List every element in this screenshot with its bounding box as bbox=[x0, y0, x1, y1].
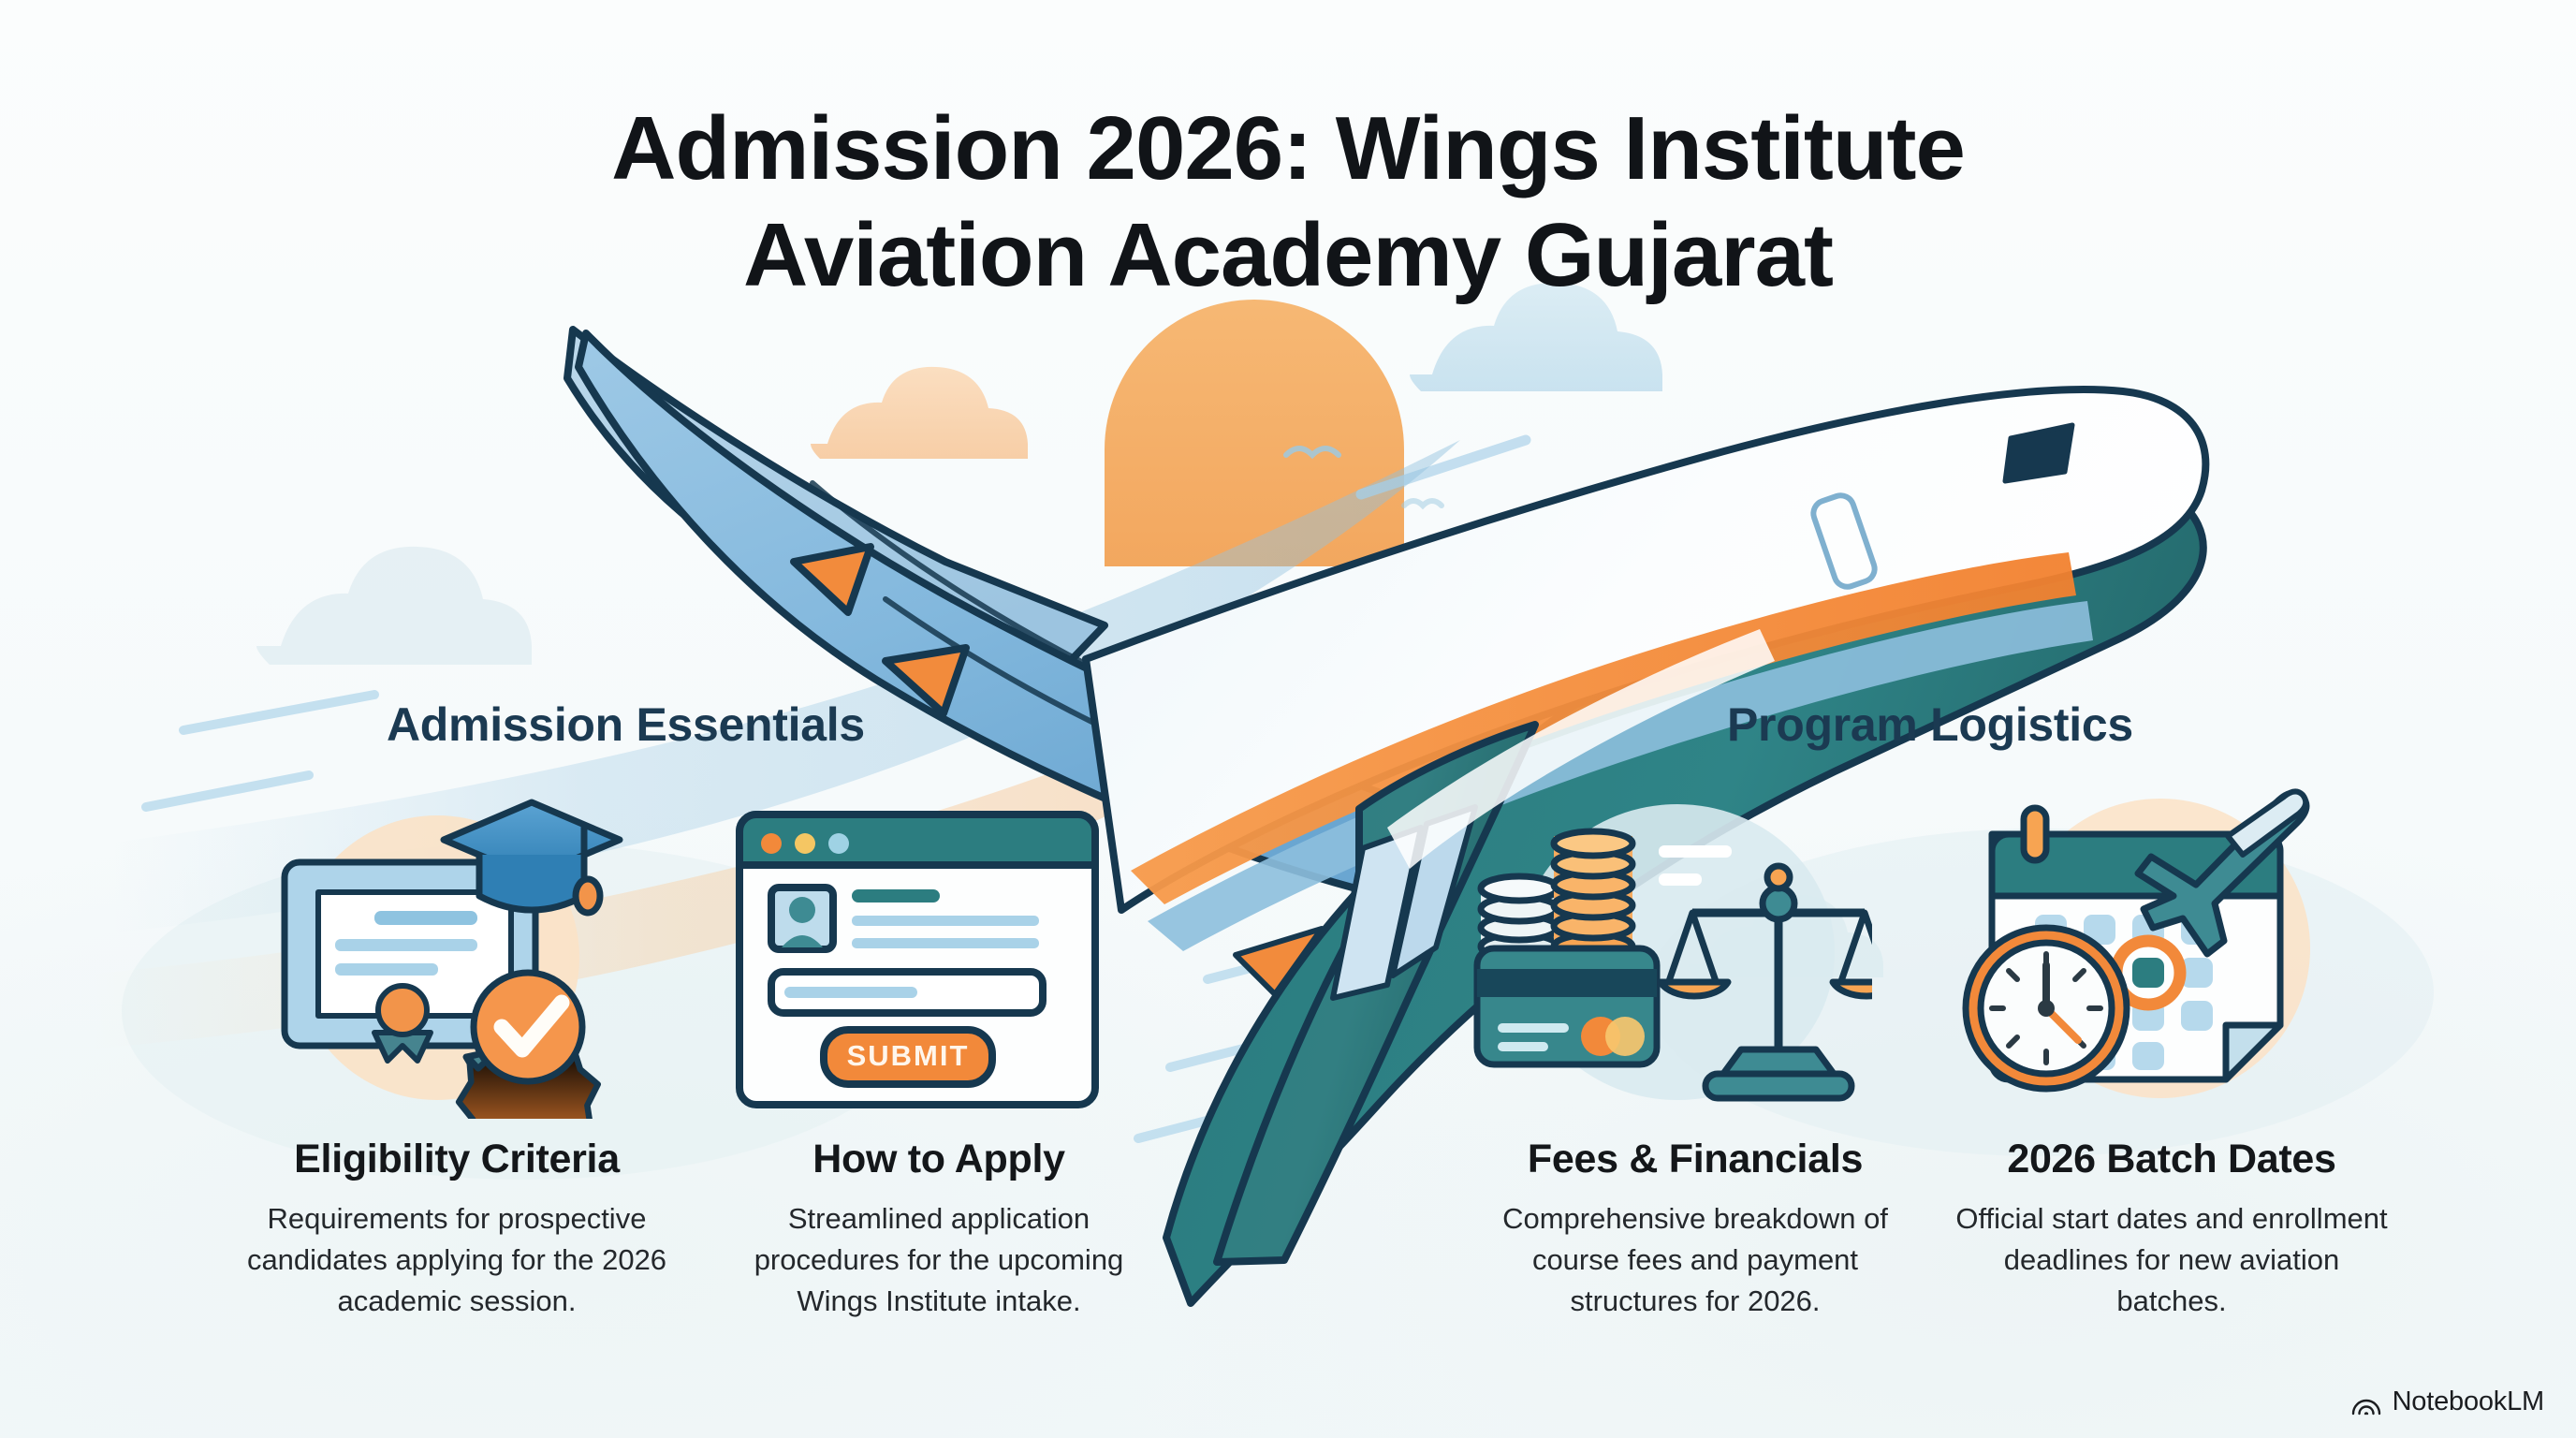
card-title: Eligibility Criteria bbox=[294, 1137, 620, 1181]
coin-stack-silver bbox=[1477, 873, 1561, 962]
award-badge bbox=[455, 969, 601, 1119]
card-description: Streamlined application procedures for t… bbox=[754, 1202, 1124, 1318]
browser-titlebar bbox=[736, 811, 1099, 869]
group-header-admission-essentials: Admission Essentials bbox=[387, 698, 865, 751]
birds bbox=[1283, 446, 1444, 510]
certificate-text-lines bbox=[335, 911, 477, 976]
plane-tail-accent bbox=[1233, 926, 1325, 997]
clock bbox=[1962, 924, 2130, 1093]
form-input-placeholder bbox=[784, 987, 917, 998]
certificate-graduation-cap-icon bbox=[245, 791, 657, 1119]
card-description: Comprehensive breakdown of course fees a… bbox=[1502, 1202, 1888, 1318]
cloud-blue-upper bbox=[1410, 282, 1662, 391]
scale-pan-left bbox=[1657, 978, 1732, 1000]
notebooklm-label: NotebookLM bbox=[2392, 1387, 2545, 1416]
submit-button-label: SUBMIT bbox=[847, 1039, 970, 1072]
page-title-line-2: Aviation Academy Gujarat bbox=[743, 204, 1834, 305]
small-plane-icon bbox=[2134, 788, 2310, 958]
plane-engine-2 bbox=[882, 644, 970, 717]
card-title: How to Apply bbox=[812, 1137, 1065, 1181]
plane-orange-stripe bbox=[1131, 552, 2076, 904]
notebooklm-watermark: NotebookLM bbox=[2350, 1387, 2544, 1417]
plane-door bbox=[1810, 492, 1878, 590]
cloud-peach-upper bbox=[811, 366, 1028, 459]
plane-cockpit-window bbox=[2002, 422, 2075, 484]
card-2026-batch-dates: 2026 Batch Dates Official start dates an… bbox=[1952, 1137, 2392, 1322]
avatar-person bbox=[782, 897, 823, 947]
plane-tail-panels bbox=[1330, 804, 1478, 1001]
card-eligibility-criteria: Eligibility Criteria Requirements for pr… bbox=[237, 1137, 677, 1322]
cloud-blue-lower-left bbox=[256, 546, 532, 665]
browser-dots bbox=[761, 833, 849, 854]
card-how-to-apply: How to Apply Streamlined application pro… bbox=[719, 1137, 1159, 1322]
form-text-lines bbox=[852, 889, 1039, 948]
application-form-browser-icon: SUBMIT bbox=[730, 805, 1105, 1114]
graduation-cap bbox=[440, 799, 623, 917]
scale-pan-right bbox=[1829, 978, 1872, 1000]
notebooklm-arc-icon bbox=[2351, 1399, 2380, 1415]
card-title: Fees & Financials bbox=[1527, 1137, 1864, 1181]
card-fees-financials: Fees & Financials Comprehensive breakdow… bbox=[1475, 1137, 1915, 1322]
page-title-line-1: Admission 2026: Wings Institute bbox=[611, 98, 1966, 199]
calendar-ring bbox=[2020, 804, 2050, 864]
sun-disk bbox=[1105, 300, 1404, 566]
check-icon bbox=[493, 994, 570, 1058]
page-title: Admission 2026: Wings Institute Aviation… bbox=[0, 95, 2576, 308]
credit-card bbox=[1473, 945, 1661, 1068]
card-title: 2026 Batch Dates bbox=[2007, 1137, 2336, 1181]
card-description: Official start dates and enrollment dead… bbox=[1955, 1202, 2388, 1318]
plane-blue-stripe bbox=[1148, 601, 2093, 951]
certificate-seal bbox=[372, 983, 433, 1064]
swoosh-trails bbox=[94, 440, 1516, 1049]
plane-white-sweep bbox=[1387, 629, 1775, 869]
balance-scale bbox=[1657, 862, 1872, 1102]
group-header-program-logistics: Program Logistics bbox=[1727, 698, 2133, 751]
card-description: Requirements for prospective candidates … bbox=[246, 1202, 667, 1318]
plane-engine-1 bbox=[790, 543, 874, 616]
coins-card-scale-icon bbox=[1460, 791, 1872, 1119]
cap-tassel bbox=[572, 875, 604, 917]
calendar-fold bbox=[2222, 1021, 2284, 1083]
calendar-clock-plane-icon bbox=[1947, 782, 2359, 1119]
submit-button bbox=[820, 1026, 996, 1088]
receipt-lines bbox=[1659, 845, 1732, 886]
coin-stack-gold bbox=[1550, 828, 1636, 962]
